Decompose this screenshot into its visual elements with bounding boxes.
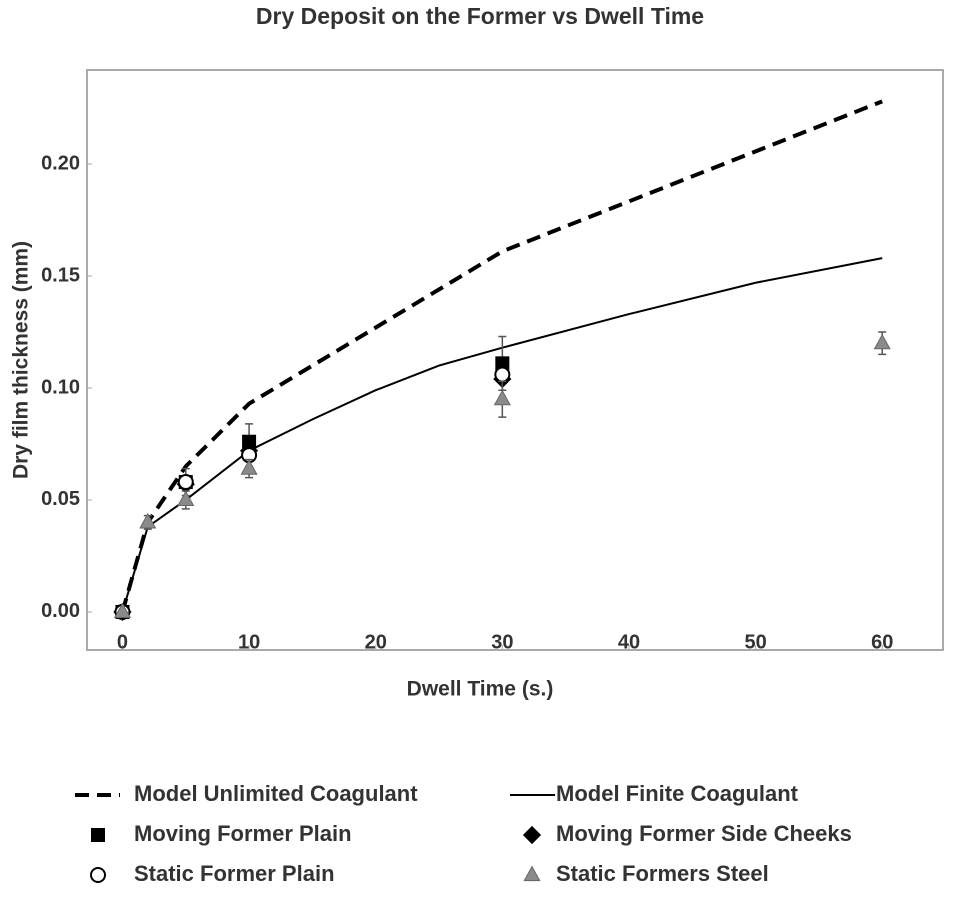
- x-tick-label: 10: [238, 631, 260, 653]
- x-axis-label: Dwell Time (s.): [407, 678, 554, 701]
- model-line: [120, 99, 883, 613]
- marker-triangle: [493, 389, 511, 406]
- marker-square: [495, 356, 510, 371]
- marker-circle: [177, 474, 194, 491]
- y-axis-label: Dry film thickness (mm): [10, 241, 33, 479]
- x-tick-label: 50: [744, 631, 766, 653]
- x-tick-label: 0: [117, 631, 128, 653]
- legend-label: Moving Former Side Cheeks: [556, 821, 852, 846]
- legend-label: Static Formers Steel: [556, 861, 769, 886]
- legend-marker: [91, 828, 105, 842]
- legend-marker: [522, 825, 542, 845]
- legend-marker: [523, 865, 541, 882]
- marker-triangle: [113, 602, 132, 619]
- x-tick-label: 20: [365, 631, 387, 653]
- x-tick-label: 60: [871, 631, 893, 653]
- y-tick-label: 0.00: [41, 600, 80, 622]
- y-tick-label: 0.20: [41, 152, 80, 174]
- model-line: [121, 257, 883, 613]
- legend-label: Static Former Plain: [134, 861, 335, 886]
- plot-frame: [86, 69, 944, 651]
- marker-circle: [494, 366, 511, 383]
- x-tick-label: 30: [491, 631, 513, 653]
- y-tick-label: 0.15: [41, 264, 80, 286]
- legend-label: Moving Former Plain: [134, 821, 352, 846]
- marker-triangle: [139, 512, 157, 529]
- marker-triangle: [177, 490, 195, 507]
- legend-marker: [90, 867, 106, 883]
- marker-triangle: [240, 459, 258, 475]
- marker-triangle: [873, 333, 891, 350]
- chart-title: Dry Deposit on the Former vs Dwell Time: [256, 3, 704, 29]
- y-tick-label: 0.05: [41, 488, 80, 510]
- legend-label: Model Unlimited Coagulant: [134, 781, 418, 806]
- x-tick-label: 40: [618, 631, 640, 653]
- y-tick-label: 0.10: [41, 376, 80, 398]
- legend-label: Model Finite Coagulant: [556, 781, 799, 806]
